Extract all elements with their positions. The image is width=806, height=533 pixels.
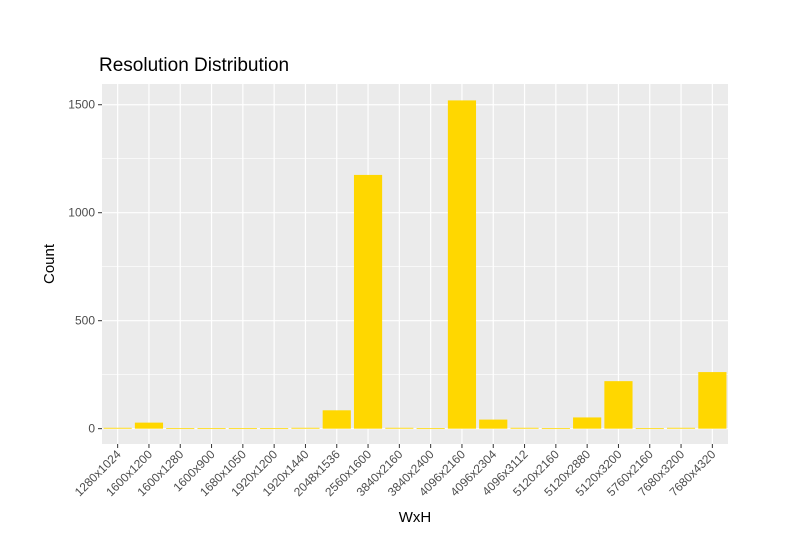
y-axis: 0 500 1000 1500: [68, 98, 102, 436]
bar: [385, 427, 414, 429]
bar: [635, 428, 664, 430]
bar: [541, 428, 570, 430]
bar: [103, 427, 132, 429]
y-tick-label: 500: [75, 314, 95, 328]
chart-title: Resolution Distribution: [99, 55, 289, 76]
bar: [698, 372, 727, 429]
bar: [322, 410, 351, 429]
y-tick-label: 1000: [68, 206, 95, 220]
x-axis-title: WxH: [399, 509, 432, 526]
bars: [103, 100, 727, 430]
bar: [416, 428, 445, 430]
bar: [260, 428, 289, 430]
bar: [166, 428, 195, 430]
minor-gridlines: [102, 158, 728, 375]
bar: [604, 381, 633, 429]
plot-panel: [102, 84, 728, 444]
bar: [353, 174, 383, 429]
bar: [447, 100, 477, 429]
bar: [291, 427, 320, 429]
bar: [666, 427, 696, 429]
bar: [510, 427, 539, 429]
bar: [134, 422, 164, 429]
y-tick-label: 0: [88, 422, 95, 436]
bar: [228, 428, 257, 430]
y-axis-title: Count: [41, 243, 58, 284]
bar: [197, 428, 226, 430]
bar: [479, 419, 508, 429]
bar: [573, 417, 602, 429]
y-tick-label: 1500: [68, 98, 95, 112]
